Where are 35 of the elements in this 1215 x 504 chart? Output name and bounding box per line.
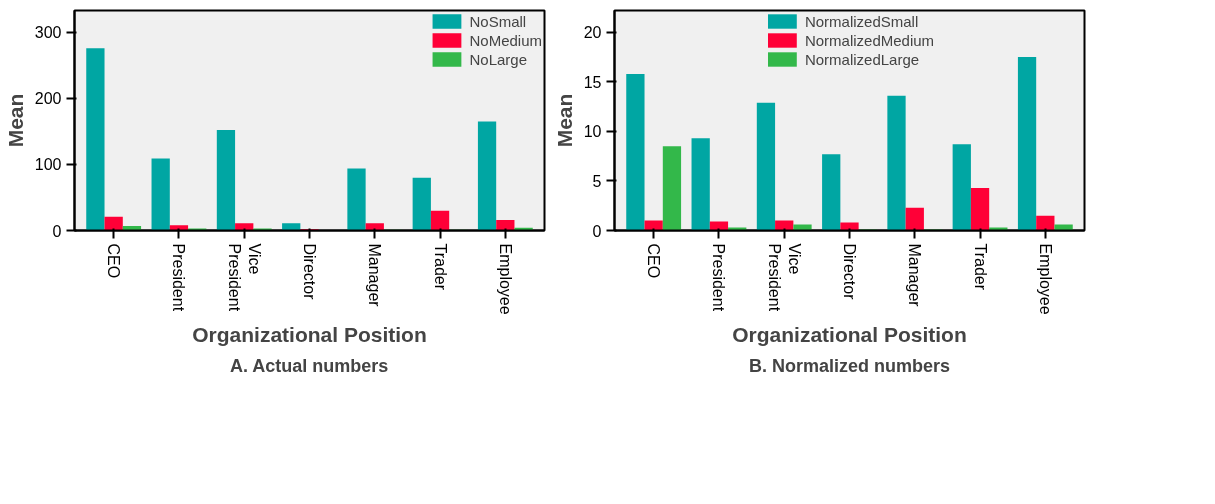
legend-label: NoSmall [469, 12, 527, 30]
x-tick-label: Director [301, 243, 318, 301]
legend-label: NormalizedMedium [804, 31, 935, 49]
legend-label: NormalizedLarge [804, 50, 920, 68]
y-tick-label: 0 [52, 222, 62, 240]
x-tick-label: Manager [366, 243, 384, 308]
y-tick-label: 5 [592, 172, 602, 190]
y-axis-title: Mean [552, 93, 576, 148]
x-tick-label: Trader [971, 243, 989, 291]
text: A. Actual numbers [229, 355, 389, 376]
x-tick-label: Vice President [225, 243, 263, 312]
x-tick-label: Employee [1036, 243, 1054, 315]
x-axis-title: Organizational Position [732, 322, 967, 346]
x-tick-label: CEO [645, 243, 663, 279]
text: B. Normalized numbers [748, 355, 951, 376]
y-tick-label: 10 [583, 123, 602, 141]
x-tick-label: Vice President [765, 243, 803, 312]
y-tick-label: 100 [34, 156, 62, 174]
x-tick-label: Trader [431, 243, 449, 291]
y-tick-label: 300 [34, 24, 62, 42]
y-tick-label: 15 [583, 73, 602, 91]
legend-label: NoMedium [469, 31, 542, 49]
x-tick-label: Manager [906, 243, 924, 308]
x-axis-title: Organizational Position [192, 322, 427, 346]
y-tick-label: 200 [34, 90, 62, 108]
x-tick-label: CEO [105, 243, 123, 279]
x-tick-label: Director [841, 243, 858, 301]
y-tick-label: 0 [592, 222, 602, 240]
x-tick-label: Employee [496, 243, 514, 315]
y-tick-label: 20 [583, 24, 602, 42]
legend-label: NormalizedSmall [804, 12, 919, 30]
y-axis-title: Mean [3, 93, 27, 148]
legend-label: NoLarge [469, 50, 528, 68]
x-tick-label: President [710, 243, 728, 312]
x-tick-label: President [170, 243, 188, 312]
